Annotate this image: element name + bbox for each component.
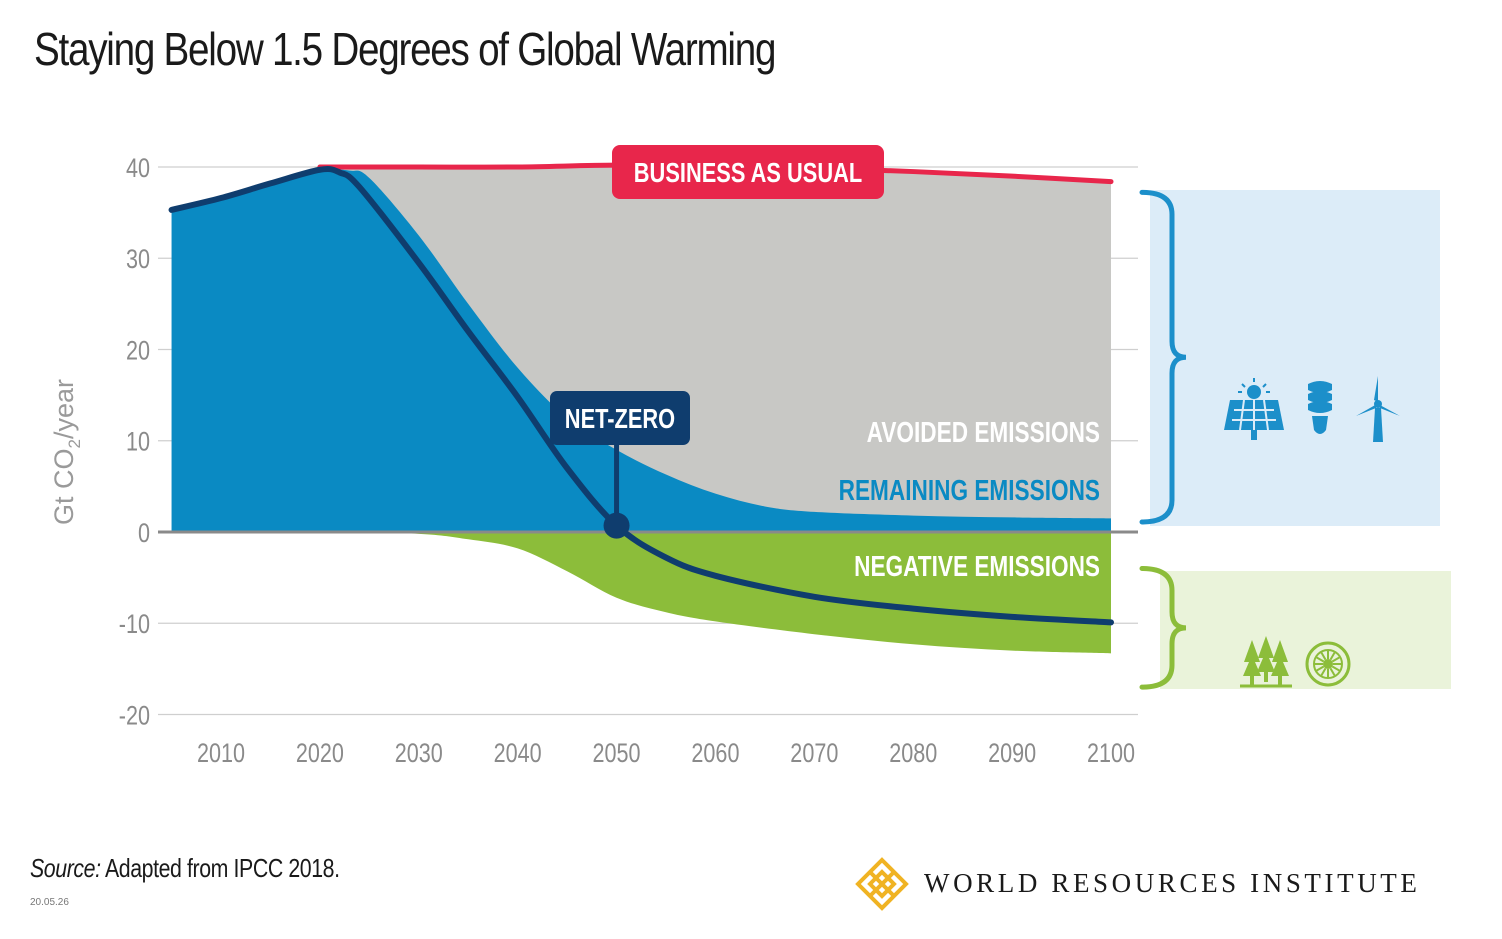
x-tick-label: 2020 — [296, 739, 344, 769]
x-tick-label: 2010 — [197, 739, 245, 769]
mitigation-panel — [1150, 190, 1440, 526]
business-as-usual-badge — [612, 145, 884, 199]
x-tick-label: 2040 — [494, 739, 542, 769]
x-tick-label: 2100 — [1087, 739, 1135, 769]
y-tick-label: 0 — [138, 519, 150, 549]
wind-turbine-icon — [1356, 376, 1400, 442]
net-zero-line — [168, 165, 1114, 626]
x-tick-label: 2030 — [395, 739, 443, 769]
wri-name: WORLD RESOURCES INSTITUTE — [924, 868, 1421, 898]
x-tick-label: 2060 — [691, 739, 739, 769]
wri-knot-logo-icon — [855, 857, 909, 911]
negative-emissions-label: NEGATIVE EMISSIONS — [854, 549, 1100, 582]
y-tick-label: -20 — [119, 701, 150, 731]
side-panels — [1139, 189, 1451, 690]
y-tick-label: 20 — [126, 336, 150, 366]
carbon-removal-brace — [1139, 566, 1187, 690]
y-tick-label: -10 — [119, 610, 150, 640]
light-bulb-icon — [1308, 381, 1332, 434]
solar-panel-icon — [1224, 378, 1284, 440]
x-tick-label: 2070 — [790, 739, 838, 769]
carbon-removal-panel — [1160, 571, 1451, 689]
y-tick-label: 10 — [126, 428, 150, 458]
x-tick-label: 2050 — [593, 739, 641, 769]
date-code: 20.05.26 — [30, 897, 69, 908]
y-axis-label: Gt CO2/year — [49, 379, 84, 525]
page-title: Staying Below 1.5 Degrees of Global Warm… — [34, 23, 776, 75]
source-text: Adapted from IPCC 2018. — [100, 853, 340, 883]
wri-logo: WORLD RESOURCES INSTITUTE — [852, 856, 1472, 912]
trees-icon — [1240, 636, 1292, 688]
x-tick-label: 2090 — [988, 739, 1036, 769]
y-tick-label: 40 — [126, 154, 150, 184]
remaining-emissions-label: REMAINING EMISSIONS — [839, 473, 1100, 506]
net-zero-badge — [550, 391, 690, 445]
source-note: Source: Adapted from IPCC 2018. — [30, 853, 340, 884]
y-axis-label-group: Gt CO2/year — [49, 379, 84, 525]
y-tick-label: 30 — [126, 245, 150, 275]
business-as-usual-label: BUSINESS AS USUAL — [634, 157, 862, 188]
negative-emissions-area — [319, 532, 1111, 654]
mitigation-brace — [1139, 189, 1187, 525]
source-lead: Source: — [30, 853, 101, 883]
net-zero-point — [603, 512, 630, 539]
x-tick-label: 2080 — [889, 739, 937, 769]
net-zero-label: NET-ZERO — [565, 403, 675, 434]
remaining-emissions-area — [171, 169, 1112, 532]
turbine-fan-icon — [1305, 641, 1351, 687]
avoided-emissions-label: AVOIDED EMISSIONS — [867, 415, 1100, 448]
chart-areas — [158, 165, 1138, 654]
